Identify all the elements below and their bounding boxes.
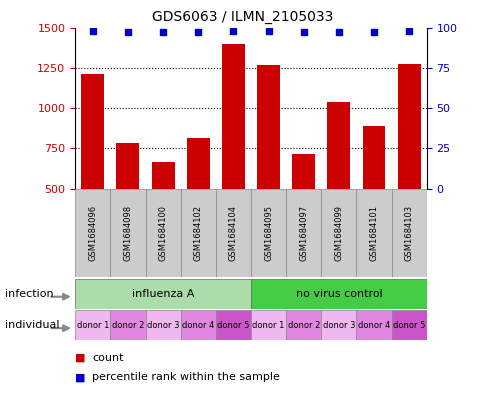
FancyBboxPatch shape bbox=[110, 189, 145, 277]
FancyBboxPatch shape bbox=[251, 189, 286, 277]
Text: donor 1: donor 1 bbox=[252, 321, 284, 330]
FancyBboxPatch shape bbox=[110, 310, 145, 340]
FancyBboxPatch shape bbox=[356, 310, 391, 340]
FancyBboxPatch shape bbox=[145, 310, 180, 340]
Bar bbox=[186, 138, 209, 189]
Bar bbox=[292, 154, 315, 189]
Text: donor 2: donor 2 bbox=[287, 321, 319, 330]
Text: donor 4: donor 4 bbox=[182, 321, 214, 330]
Text: GSM1684095: GSM1684095 bbox=[263, 205, 272, 261]
Text: influenza A: influenza A bbox=[132, 289, 194, 299]
Text: donor 5: donor 5 bbox=[217, 321, 249, 330]
Bar bbox=[81, 74, 104, 189]
Text: donor 4: donor 4 bbox=[357, 321, 390, 330]
Bar bbox=[116, 143, 139, 189]
Bar bbox=[222, 44, 244, 189]
Text: GSM1684102: GSM1684102 bbox=[193, 205, 202, 261]
Bar bbox=[362, 126, 385, 189]
Bar bbox=[257, 64, 279, 189]
Text: GSM1684096: GSM1684096 bbox=[88, 205, 97, 261]
FancyBboxPatch shape bbox=[356, 189, 391, 277]
FancyBboxPatch shape bbox=[320, 310, 356, 340]
Text: infection: infection bbox=[5, 289, 53, 299]
Bar bbox=[327, 102, 349, 189]
Text: GSM1684098: GSM1684098 bbox=[123, 205, 132, 261]
Text: donor 3: donor 3 bbox=[322, 321, 354, 330]
Text: donor 2: donor 2 bbox=[111, 321, 144, 330]
FancyBboxPatch shape bbox=[391, 189, 426, 277]
Bar bbox=[151, 162, 174, 189]
FancyBboxPatch shape bbox=[286, 310, 320, 340]
FancyBboxPatch shape bbox=[320, 189, 356, 277]
Text: GSM1684099: GSM1684099 bbox=[333, 205, 343, 261]
Text: ■: ■ bbox=[75, 353, 86, 363]
Text: GSM1684097: GSM1684097 bbox=[299, 205, 308, 261]
FancyBboxPatch shape bbox=[215, 310, 251, 340]
FancyBboxPatch shape bbox=[75, 189, 110, 277]
FancyBboxPatch shape bbox=[180, 310, 215, 340]
Text: count: count bbox=[92, 353, 123, 363]
Text: ■: ■ bbox=[75, 372, 86, 382]
FancyBboxPatch shape bbox=[75, 279, 251, 309]
Text: GSM1684101: GSM1684101 bbox=[369, 205, 378, 261]
FancyBboxPatch shape bbox=[215, 189, 251, 277]
Text: donor 5: donor 5 bbox=[392, 321, 424, 330]
FancyBboxPatch shape bbox=[251, 310, 286, 340]
Text: percentile rank within the sample: percentile rank within the sample bbox=[92, 372, 279, 382]
Text: GDS6063 / ILMN_2105033: GDS6063 / ILMN_2105033 bbox=[151, 10, 333, 24]
Text: GSM1684100: GSM1684100 bbox=[158, 205, 167, 261]
Text: donor 3: donor 3 bbox=[147, 321, 179, 330]
Text: individual: individual bbox=[5, 320, 59, 330]
Text: GSM1684104: GSM1684104 bbox=[228, 205, 238, 261]
FancyBboxPatch shape bbox=[145, 189, 180, 277]
FancyBboxPatch shape bbox=[251, 279, 426, 309]
Text: no virus control: no virus control bbox=[295, 289, 381, 299]
FancyBboxPatch shape bbox=[391, 310, 426, 340]
Text: donor 1: donor 1 bbox=[76, 321, 109, 330]
Text: GSM1684103: GSM1684103 bbox=[404, 205, 413, 261]
FancyBboxPatch shape bbox=[75, 310, 110, 340]
FancyBboxPatch shape bbox=[180, 189, 215, 277]
FancyBboxPatch shape bbox=[286, 189, 320, 277]
Bar bbox=[397, 64, 420, 189]
